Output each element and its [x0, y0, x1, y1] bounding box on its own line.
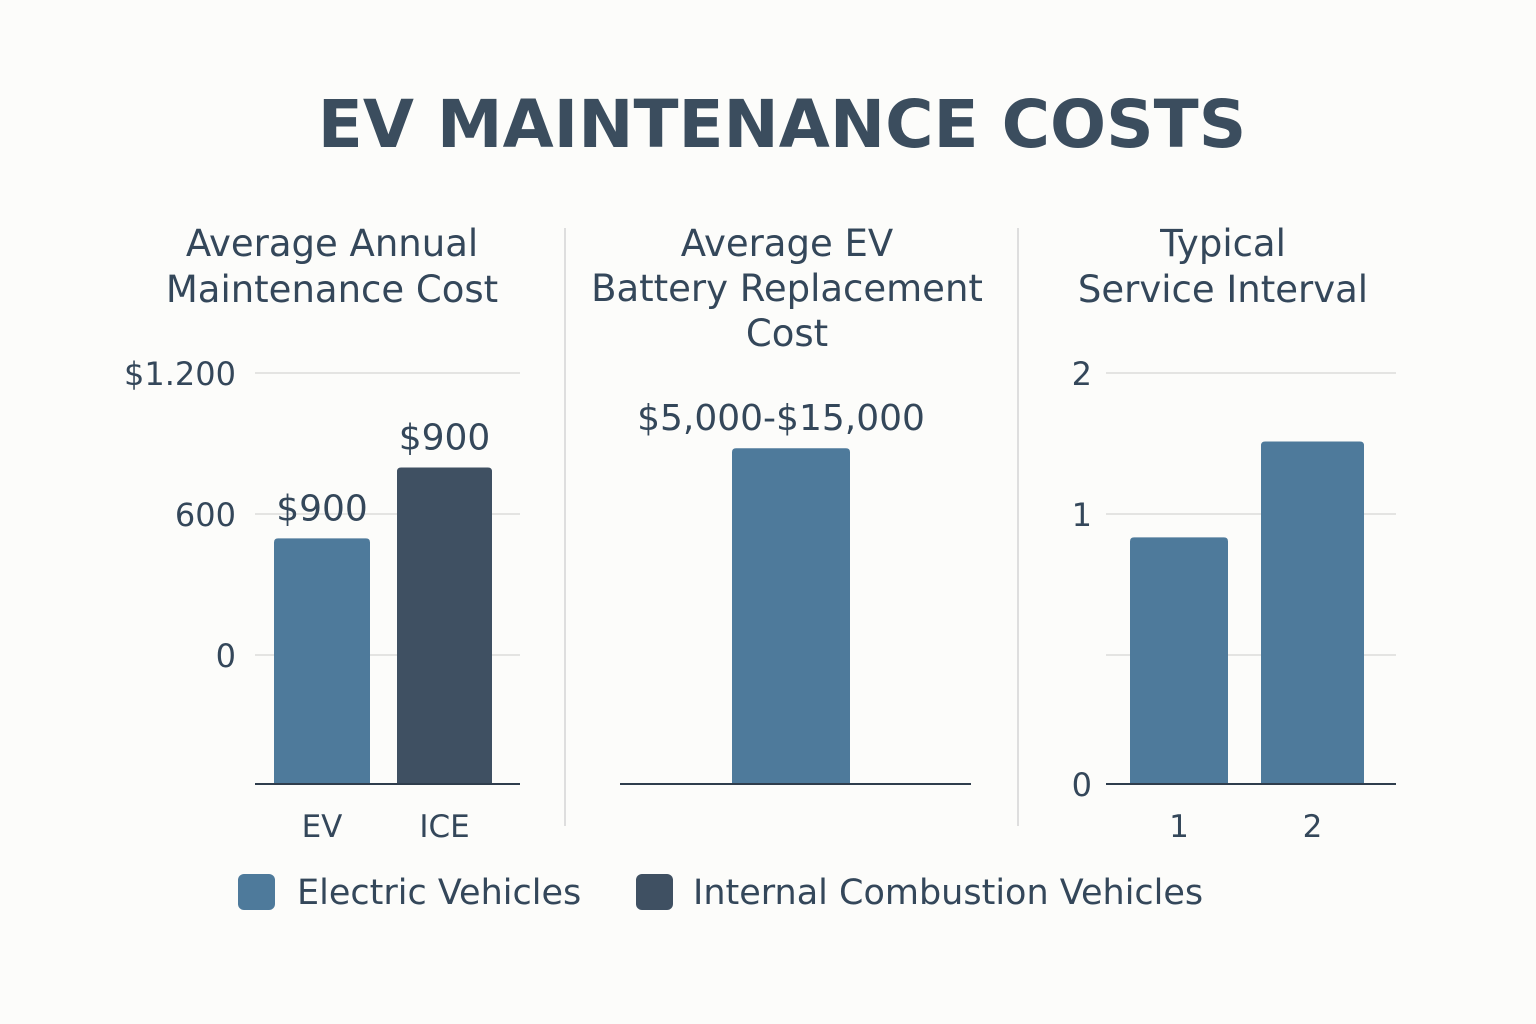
y-tick-label: $1.200	[124, 355, 236, 393]
panel-title: Average Annual Maintenance Cost	[166, 222, 498, 311]
x-category-label: 1	[1169, 809, 1189, 845]
panel-title: Average EV Battery Replacement Cost	[591, 222, 983, 355]
bar-2	[1261, 441, 1364, 784]
bar-ev	[274, 538, 370, 784]
panel-title: Typical Service Interval	[1078, 222, 1368, 311]
x-category-label: EV	[302, 809, 343, 845]
data-label: $900	[399, 417, 491, 458]
data-label: $900	[276, 488, 368, 529]
data-label: $5,000-$15,000	[637, 398, 925, 439]
legend-item: Electric Vehicles	[238, 873, 581, 913]
legend-label: Internal Combustion Vehicles	[693, 873, 1203, 913]
y-tick-label: 600	[175, 496, 236, 534]
chart-panel-1: Average Annual Maintenance Cost $1.200 600 0…	[124, 222, 520, 845]
x-category-label: ICE	[419, 809, 469, 845]
bar-battery	[732, 448, 850, 784]
legend-label: Electric Vehicles	[297, 873, 581, 913]
legend: Electric Vehicles Internal Combustion Veh…	[238, 873, 1203, 913]
main-title: EV MAINTENANCE COSTS	[318, 86, 1246, 163]
y-tick-label: 0	[216, 637, 236, 675]
x-category-label: 2	[1303, 809, 1323, 845]
chart-panels: Average Annual Maintenance Cost $1.200 600 0…	[124, 222, 1396, 845]
y-tick-label: 1	[1072, 496, 1092, 534]
chart-panel-3: Typical Service Interval 2 1 0 1 2	[1072, 222, 1396, 845]
chart-panel-2: Average EV Battery Replacement Cost $5,000-…	[591, 222, 983, 785]
legend-swatch	[636, 874, 673, 910]
bar-1	[1130, 537, 1228, 784]
y-tick-label: 2	[1072, 355, 1092, 393]
legend-item: Internal Combustion Vehicles	[636, 873, 1203, 913]
bar-ice	[397, 467, 492, 784]
y-tick-label: 0	[1072, 766, 1092, 804]
legend-swatch	[238, 874, 275, 910]
